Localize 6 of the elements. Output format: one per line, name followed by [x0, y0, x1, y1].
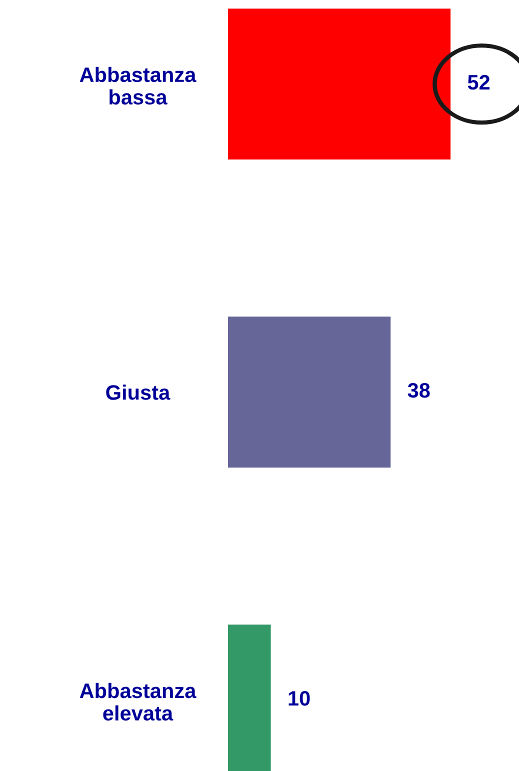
data-label: 10 — [288, 690, 310, 706]
y-tick-label: Abbastanza bassa — [80, 66, 196, 105]
data-label: 38 — [408, 382, 430, 398]
data-label: 52 — [468, 74, 490, 90]
y-tick-label: Abbastanza elevata — [80, 682, 196, 721]
y-tick-label: Giusta — [106, 384, 170, 400]
